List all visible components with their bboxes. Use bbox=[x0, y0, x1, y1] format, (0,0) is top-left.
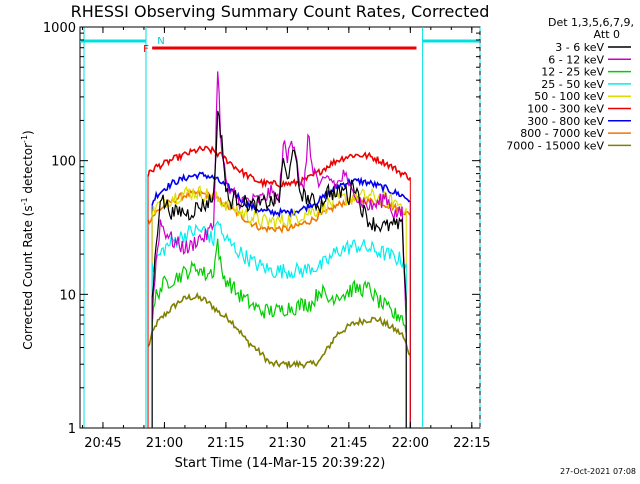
legend-label-8: 7000 - 15000 keV bbox=[506, 139, 604, 152]
legend-label-2: 12 - 25 keV bbox=[541, 66, 604, 79]
legend-label-4: 50 - 100 keV bbox=[534, 90, 604, 103]
y-tick-label-2: 100 bbox=[51, 155, 76, 170]
x-axis-label: Start Time (14-Mar-15 20:39:22) bbox=[175, 456, 386, 471]
legend-label-3: 25 - 50 keV bbox=[541, 78, 604, 91]
y-tick-label-1: 10 bbox=[59, 288, 76, 303]
legend-header-line-1: Det 1,3,5,6,7,9, bbox=[548, 16, 634, 29]
axes: 20:45 21:00 21:15 21:30 21:45 22:00 22:15 1 10 10… bbox=[43, 21, 491, 451]
x-tick-label-1: 21:00 bbox=[146, 436, 183, 451]
series-line-2 bbox=[151, 238, 407, 335]
x-tick-label-0: 20:45 bbox=[84, 436, 121, 451]
series-line-1 bbox=[151, 71, 407, 325]
footer-date: 27-Oct-2021 07:08 bbox=[560, 467, 636, 476]
series-line-6 bbox=[151, 171, 411, 219]
legend-label-5: 100 - 300 keV bbox=[527, 103, 604, 116]
flag-n-label: N bbox=[157, 36, 164, 47]
series-line-7 bbox=[147, 189, 411, 234]
legend-label-6: 300 - 800 keV bbox=[527, 115, 604, 128]
series-line-5 bbox=[147, 145, 412, 189]
x-tick-label-2: 21:15 bbox=[207, 436, 244, 451]
legend-label-1: 6 - 12 keV bbox=[548, 53, 604, 66]
night-markers bbox=[80, 27, 481, 428]
series-line-8 bbox=[147, 291, 411, 370]
series-layer bbox=[147, 71, 412, 428]
x-tick-label-6: 22:15 bbox=[453, 436, 490, 451]
y-axis-label: Corrected Count Rate (s-1 detector-1) bbox=[20, 130, 35, 349]
x-tick-label-3: 21:30 bbox=[269, 436, 306, 451]
series-line-4 bbox=[151, 184, 407, 230]
x-tick-label-5: 22:00 bbox=[392, 436, 429, 451]
legend-label-7: 800 - 7000 keV bbox=[520, 127, 604, 140]
series-line-0 bbox=[151, 110, 407, 301]
chart-title: RHESSI Observing Summary Count Rates, Co… bbox=[71, 2, 490, 21]
y-tick-label-3: 1000 bbox=[43, 21, 76, 36]
x-tick-label-4: 21:45 bbox=[330, 436, 367, 451]
flag-f-label: F bbox=[143, 44, 149, 55]
legend-label-0: 3 - 6 keV bbox=[555, 41, 604, 54]
legend-header-line-2: Att 0 bbox=[594, 28, 620, 41]
y-tick-label-0: 1 bbox=[68, 422, 76, 437]
flare-flags: F N bbox=[143, 36, 417, 55]
series-line-3 bbox=[151, 220, 407, 279]
